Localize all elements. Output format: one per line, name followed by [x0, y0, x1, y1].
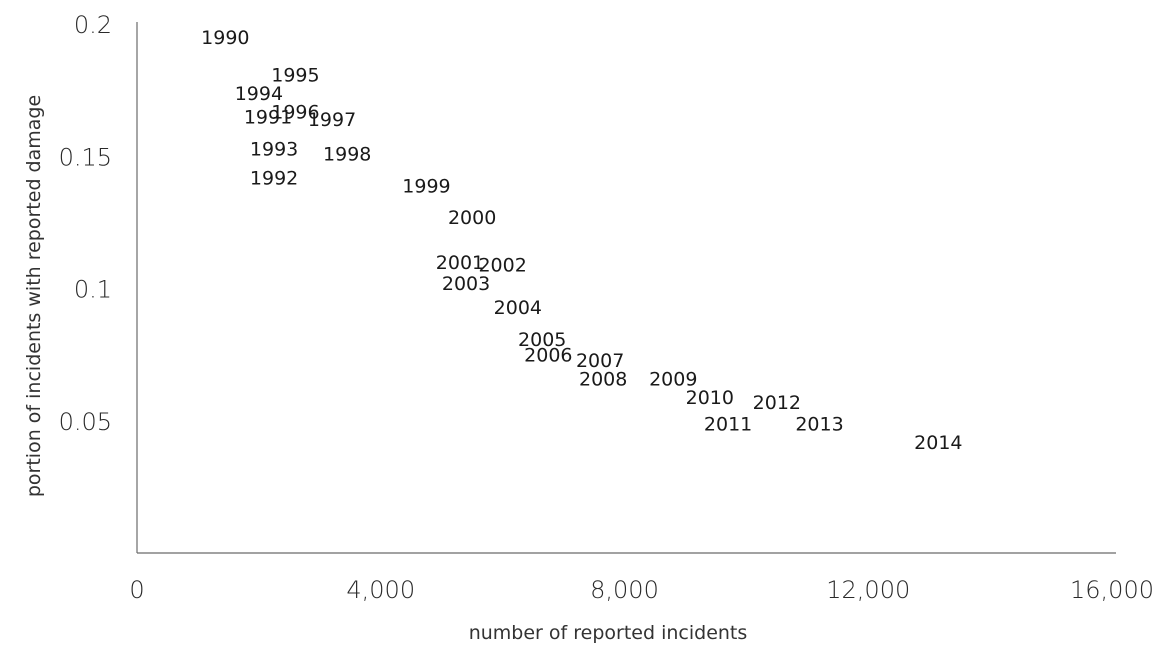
data-point-label-1997: 1997 [308, 109, 356, 131]
y-tick-label: 0.05 [59, 408, 112, 436]
data-point-label-1998: 1998 [323, 144, 371, 166]
data-point-label-2000: 2000 [448, 207, 496, 229]
data-point-label-1995: 1995 [271, 64, 319, 86]
data-point-label-1990: 1990 [201, 27, 249, 49]
data-point-label-1993: 1993 [250, 138, 298, 160]
data-point-label-2007: 2007 [576, 350, 624, 372]
data-point-label-1996: 1996 [271, 101, 319, 123]
data-point-label-1994: 1994 [235, 83, 283, 105]
y-tick-labels: 0.05 0.1 0.15 0.2 [59, 11, 112, 436]
data-points: 1990199119921993199419951996199719981999… [201, 27, 962, 454]
y-tick-label: 0.1 [74, 276, 112, 304]
data-point-label-2014: 2014 [914, 432, 962, 454]
data-point-label-1991: 1991 [244, 107, 292, 129]
data-point-label-2003: 2003 [442, 273, 490, 295]
data-point-label-1999: 1999 [402, 175, 450, 197]
data-point-label-2004: 2004 [494, 297, 542, 319]
data-point-label-2009: 2009 [649, 368, 697, 390]
data-point-label-2008: 2008 [579, 368, 627, 390]
x-tick-label: 16,000 [1070, 576, 1154, 604]
data-point-label-2011: 2011 [704, 413, 752, 435]
y-tick-label: 0.15 [59, 143, 112, 171]
x-tick-label: 0 [129, 576, 144, 604]
data-point-label-1992: 1992 [250, 167, 298, 189]
x-tick-labels: 0 4,000 8,000 12,000 16,000 [129, 576, 1154, 604]
y-tick-label: 0.2 [74, 11, 112, 39]
data-point-label-2005: 2005 [518, 329, 566, 351]
x-tick-label: 8,000 [590, 576, 659, 604]
x-tick-label: 12,000 [826, 576, 910, 604]
data-point-label-2010: 2010 [686, 387, 734, 409]
axes [136, 22, 1116, 554]
data-point-label-2002: 2002 [478, 255, 526, 277]
data-point-label-2012: 2012 [753, 392, 801, 414]
data-point-label-2013: 2013 [795, 413, 843, 435]
y-axis-label: portion of incidents with reported damag… [23, 95, 45, 497]
x-tick-label: 4,000 [346, 576, 415, 604]
data-point-label-2001: 2001 [436, 252, 484, 274]
x-axis-label: number of reported incidents [469, 622, 748, 644]
data-point-label-2006: 2006 [524, 345, 572, 367]
